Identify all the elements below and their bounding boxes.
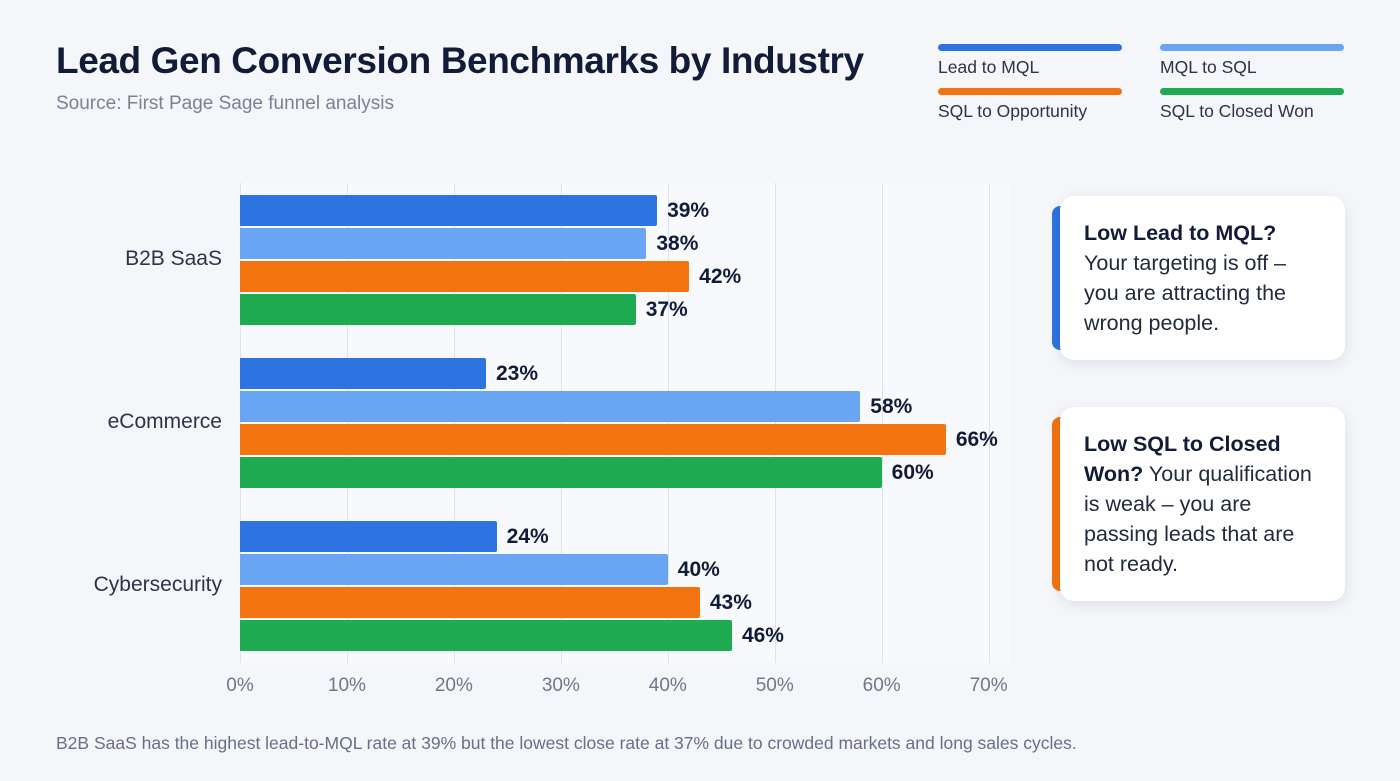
- legend-item: SQL to Closed Won: [1160, 88, 1358, 122]
- bar-value-label: 40%: [677, 558, 720, 581]
- y-axis-category-label: B2B SaaS: [125, 247, 222, 270]
- bar-value-label: 66%: [955, 428, 998, 451]
- bar: [240, 358, 486, 389]
- bar: [240, 424, 946, 455]
- gridline: [560, 183, 562, 663]
- x-axis-tick-label: 20%: [434, 675, 473, 696]
- bar-value-label: 58%: [870, 395, 913, 418]
- bar: [240, 554, 668, 585]
- callout-text: Low Lead to MQL? Your targeting is off –…: [1084, 218, 1319, 338]
- bar-value-label: 42%: [699, 265, 742, 288]
- gridline: [667, 183, 669, 663]
- x-axis-tick-label: 60%: [862, 675, 901, 696]
- callout-accent-bar: [1052, 417, 1068, 592]
- bar: [240, 457, 882, 488]
- gridline: [240, 183, 241, 663]
- legend-swatch-icon: [938, 44, 1122, 51]
- callout-headline: Low SQL to Closed Won?: [1084, 432, 1281, 487]
- plot-area: [240, 183, 1010, 663]
- bar-value-label: 23%: [495, 362, 538, 385]
- chart-legend: Lead to MQL MQL to SQL SQL to Opportunity S…: [938, 44, 1358, 122]
- bar: [240, 391, 861, 422]
- x-axis-tick-label: 30%: [541, 675, 580, 696]
- y-axis-category-label: Cybersecurity: [93, 573, 222, 596]
- bar-value-label: 37%: [645, 298, 688, 321]
- gridline: [453, 183, 455, 663]
- bar-value-label: 46%: [741, 624, 784, 647]
- gridline: [774, 183, 776, 663]
- x-axis-tick-label: 50%: [755, 675, 794, 696]
- bar-value-label: 60%: [891, 461, 934, 484]
- y-axis-category-label: eCommerce: [107, 410, 222, 433]
- bar-value-label: 39%: [667, 199, 710, 222]
- callout-card-lead-to-mql: Low Lead to MQL? Your targeting is off –…: [1052, 196, 1345, 361]
- legend-item: MQL to SQL: [1160, 44, 1358, 78]
- header: Lead Gen Conversion Benchmarks by Indust…: [56, 40, 936, 116]
- bar-value-label: 24%: [506, 525, 549, 548]
- callout-body: Your qualification is weak – you are pas…: [1084, 462, 1312, 577]
- legend-label: SQL to Closed Won: [1160, 101, 1314, 121]
- legend-swatch-icon: [1160, 44, 1344, 51]
- bar: [240, 195, 658, 226]
- bar-value-label: 43%: [709, 591, 752, 614]
- page-title: Lead Gen Conversion Benchmarks by Indust…: [56, 40, 864, 81]
- gridline: [346, 183, 348, 663]
- legend-label: MQL to SQL: [1160, 57, 1257, 77]
- legend-label: Lead to MQL: [938, 57, 1040, 77]
- bar: [240, 294, 636, 325]
- bar: [240, 587, 700, 618]
- footer-note: B2B SaaS has the highest lead-to-MQL rat…: [56, 733, 1077, 753]
- x-axis-tick-label: 40%: [648, 675, 687, 696]
- bar: [240, 228, 647, 259]
- gridline: [988, 183, 990, 663]
- x-axis-tick-label: 10%: [327, 675, 366, 696]
- bar-value-label: 38%: [656, 232, 699, 255]
- callout-body: Your targeting is off – you are attracti…: [1084, 251, 1287, 336]
- legend-swatch-icon: [938, 88, 1122, 95]
- x-axis-tick-label: 0%: [226, 675, 254, 696]
- callout-headline: Low Lead to MQL?: [1084, 221, 1277, 245]
- legend-swatch-icon: [1160, 88, 1344, 95]
- bar: [240, 620, 732, 651]
- callout-accent-bar: [1052, 206, 1068, 351]
- bar: [240, 521, 497, 552]
- legend-item: SQL to Opportunity: [938, 88, 1160, 122]
- gridline: [881, 183, 883, 663]
- x-axis-tick-label: 70%: [969, 675, 1008, 696]
- callout-card-sql-to-closed-won: Low SQL to Closed Won? Your qualificatio…: [1052, 407, 1345, 602]
- callout-text: Low SQL to Closed Won? Your qualificatio…: [1084, 429, 1319, 579]
- legend-item: Lead to MQL: [938, 44, 1160, 78]
- legend-label: SQL to Opportunity: [938, 101, 1088, 121]
- bar: [240, 261, 690, 292]
- source-subtitle: Source: First Page Sage funnel analysis: [56, 93, 394, 115]
